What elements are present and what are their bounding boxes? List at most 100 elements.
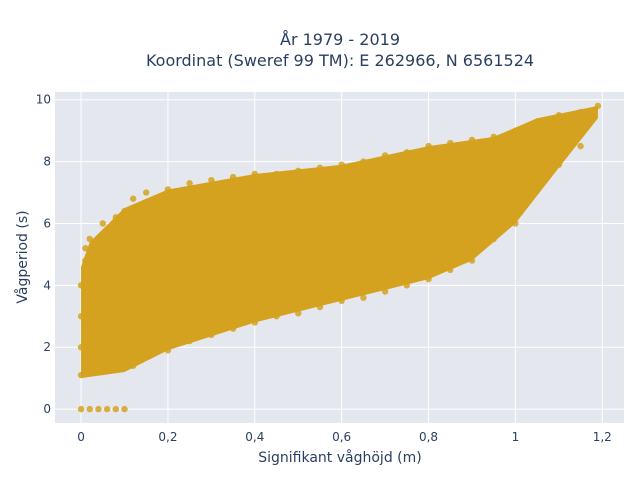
data-point — [208, 201, 215, 209]
data-point — [186, 282, 193, 289]
data-point — [99, 220, 106, 227]
data-point — [99, 368, 106, 376]
chart-title-line2: Koordinat (Sweref 99 TM): E 262966, N 65… — [146, 51, 534, 70]
data-point — [594, 102, 602, 110]
data-point — [143, 189, 150, 196]
data-point — [447, 214, 454, 221]
data-point — [121, 353, 128, 360]
data-point — [86, 235, 93, 243]
data-point — [338, 210, 345, 218]
data-point — [577, 142, 584, 150]
data-point — [82, 245, 89, 252]
data-points — [77, 102, 602, 413]
data-point — [112, 362, 120, 369]
data-point — [121, 207, 128, 215]
data-point — [338, 257, 345, 264]
data-point — [208, 176, 215, 184]
data-point — [251, 170, 259, 178]
data-point — [425, 195, 432, 202]
data-point — [186, 337, 193, 345]
data-point — [208, 297, 215, 305]
data-point — [381, 204, 389, 212]
data-point — [273, 170, 280, 178]
y-tick-label: 10 — [36, 93, 51, 107]
data-point — [229, 275, 237, 283]
data-point — [143, 245, 150, 252]
x-axis-ticks: 0 0,2 0,4 0,6 0,8 1 1,2 — [77, 430, 612, 444]
data-point — [143, 297, 150, 305]
y-tick-label: 6 — [43, 216, 51, 230]
data-point — [129, 195, 137, 202]
data-point — [82, 257, 89, 264]
data-point — [533, 183, 541, 190]
data-point — [403, 149, 411, 156]
data-point — [381, 288, 389, 295]
data-point — [360, 158, 367, 165]
data-point — [77, 405, 85, 413]
y-tick-label: 0 — [43, 402, 51, 416]
data-point — [164, 266, 172, 274]
data-point — [251, 235, 259, 243]
data-point — [164, 220, 172, 227]
data-point — [468, 257, 476, 264]
data-point — [77, 313, 85, 320]
data-point — [121, 405, 128, 413]
data-point — [403, 220, 411, 227]
x-tick-label: 0 — [77, 430, 85, 444]
data-point — [77, 371, 85, 379]
data-point — [555, 161, 563, 168]
data-point — [295, 167, 302, 175]
data-point — [338, 161, 345, 168]
data-point — [512, 220, 519, 227]
point-cloud — [81, 105, 598, 379]
data-point — [77, 344, 85, 351]
data-point — [112, 288, 120, 295]
y-tick-label: 4 — [43, 278, 51, 292]
data-point — [468, 210, 476, 218]
data-point — [533, 118, 541, 125]
x-tick-label: 0,4 — [245, 430, 264, 444]
data-point — [555, 133, 563, 141]
data-point — [468, 136, 476, 144]
data-point — [338, 297, 345, 305]
data-point — [490, 189, 497, 196]
data-point — [360, 226, 367, 233]
data-point — [512, 173, 519, 181]
data-point — [403, 282, 411, 289]
data-point — [86, 359, 93, 366]
data-point — [121, 282, 128, 289]
data-point — [251, 285, 259, 292]
data-point — [95, 405, 102, 413]
y-axis-label: Vågperiod (s) — [14, 210, 31, 303]
data-point — [447, 139, 454, 147]
x-tick-label: 1,2 — [593, 430, 612, 444]
data-point — [512, 127, 519, 134]
y-axis-ticks: 0 2 4 6 8 10 — [36, 93, 51, 416]
data-point — [229, 173, 237, 181]
data-point — [295, 232, 302, 240]
data-point — [381, 152, 389, 159]
data-point — [77, 282, 85, 289]
data-point — [86, 297, 93, 305]
data-point — [129, 362, 137, 369]
data-point — [425, 275, 432, 283]
data-point — [112, 405, 120, 413]
x-tick-label: 1 — [512, 430, 520, 444]
data-point — [577, 108, 584, 116]
data-point — [112, 214, 120, 221]
data-point — [316, 303, 324, 311]
data-point — [381, 248, 389, 255]
data-point — [164, 313, 172, 320]
data-point — [186, 180, 193, 187]
x-tick-label: 0,8 — [419, 430, 438, 444]
data-point — [251, 319, 259, 326]
data-point — [103, 405, 111, 413]
data-point — [186, 204, 193, 212]
x-axis-label: Signifikant våghöjd (m) — [258, 449, 421, 466]
data-point — [164, 186, 172, 193]
x-tick-label: 0,6 — [332, 430, 351, 444]
data-point — [143, 350, 150, 357]
data-point — [208, 251, 215, 258]
